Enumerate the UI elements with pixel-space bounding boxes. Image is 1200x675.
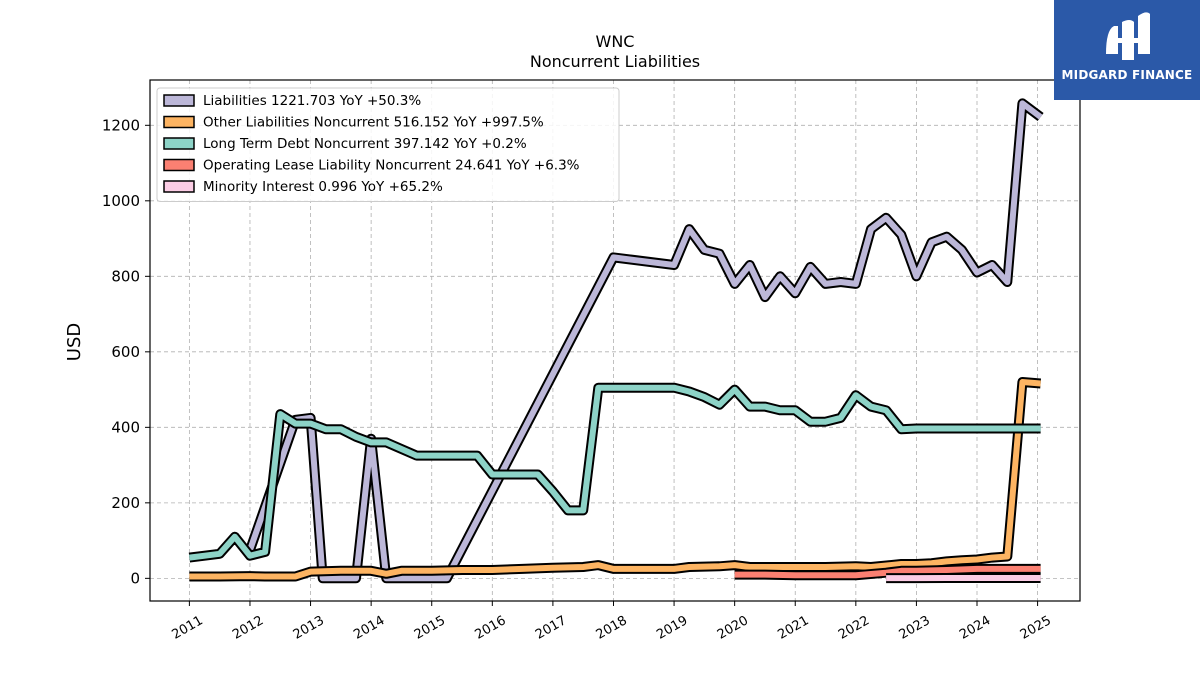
legend-swatch <box>163 158 195 172</box>
legend-label: Minority Interest 0.996 YoY +65.2% <box>203 179 443 195</box>
series-line-0 <box>245 98 1044 584</box>
series-stroke <box>189 384 1041 561</box>
brand-mark-icon <box>1106 12 1150 60</box>
legend-label: Long Term Debt Noncurrent 397.142 YoY +0… <box>203 136 527 152</box>
x-tick-label: 2022 <box>836 613 872 643</box>
y-tick-label: 1200 <box>102 116 140 134</box>
x-tick-label: 2020 <box>715 613 751 643</box>
series-stroke <box>734 565 1041 579</box>
legend-label: Operating Lease Liability Noncurrent 24.… <box>203 158 580 174</box>
y-tick-label: 1000 <box>102 192 140 210</box>
legend-label: Liabilities 1221.703 YoY +50.3% <box>203 93 421 109</box>
legend-label: Other Liabilities Noncurrent 516.152 YoY… <box>203 115 544 131</box>
y-axis: 0 200 400 600 800 1000 1200 <box>102 116 150 587</box>
x-tick-label: 2025 <box>1018 613 1054 643</box>
series-line-3 <box>734 563 1041 581</box>
legend-swatch <box>163 94 195 107</box>
x-tick-label: 2024 <box>957 613 993 643</box>
x-tick-label: 2021 <box>775 613 811 643</box>
x-tick-label: 2016 <box>472 613 508 643</box>
brand-name: MIDGARD FINANCE <box>1061 68 1193 82</box>
x-tick-label: 2017 <box>533 613 569 643</box>
brand-logo: MIDGARD FINANCE <box>1054 0 1200 100</box>
legend: Liabilities 1221.703 YoY +50.3% Other Lia… <box>156 87 620 202</box>
y-tick-label: 400 <box>111 418 140 436</box>
x-tick-label: 2013 <box>291 613 327 643</box>
x-tick-label: 2015 <box>412 613 448 643</box>
legend-swatch <box>163 137 195 150</box>
series-stroke <box>247 100 1043 582</box>
series-layer <box>188 98 1044 584</box>
x-tick-label: 2012 <box>230 613 266 643</box>
y-axis-label: USD <box>64 323 85 361</box>
y-tick-label: 200 <box>111 494 140 512</box>
x-axis: 2011 2012 2013 2014 2015 2016 2017 2018 2019 2020… <box>170 601 1054 643</box>
series-line-2 <box>188 382 1041 563</box>
legend-swatch <box>163 180 195 193</box>
chart-subtitle: Noncurrent Liabilities <box>530 52 700 71</box>
x-tick-label: 2018 <box>594 613 630 643</box>
y-tick-label: 0 <box>130 569 140 587</box>
y-tick-label: 800 <box>111 267 140 285</box>
series-stroke <box>189 379 1041 580</box>
x-tick-label: 2011 <box>170 613 206 643</box>
x-tick-label: 2019 <box>654 613 690 643</box>
x-tick-label: 2014 <box>351 613 387 643</box>
y-tick-label: 600 <box>111 343 140 361</box>
series-line-1 <box>189 377 1042 582</box>
plot-frame <box>149 79 1081 602</box>
legend-box <box>156 87 620 202</box>
legend-swatch <box>163 115 195 129</box>
chart-title: WNC <box>596 32 635 51</box>
x-tick-label: 2023 <box>897 613 933 643</box>
